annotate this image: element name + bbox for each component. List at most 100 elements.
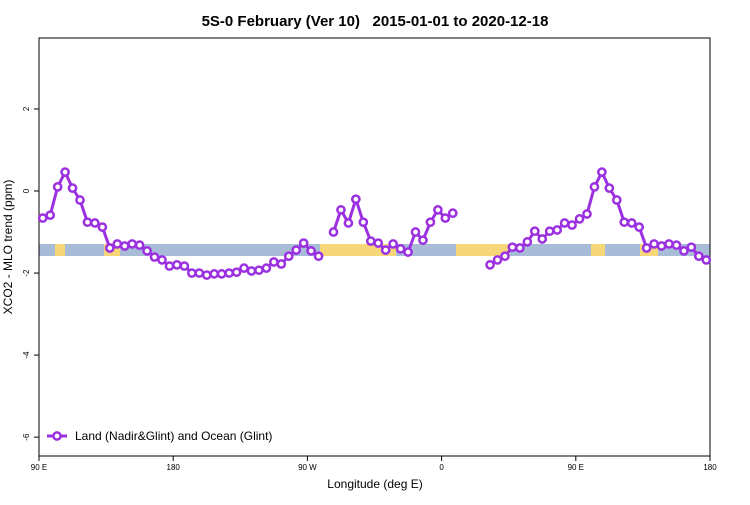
- point: [179, 261, 190, 271]
- point: [343, 218, 354, 228]
- point: [701, 255, 712, 265]
- point: [671, 240, 682, 251]
- point: [37, 213, 48, 223]
- point: [388, 239, 398, 249]
- point: [97, 222, 108, 232]
- x-tick-label: 0: [439, 463, 444, 472]
- point: [358, 217, 369, 228]
- y-tick-label: -6: [22, 433, 31, 441]
- point: [90, 218, 100, 228]
- x-tick-label: 90 W: [298, 463, 317, 472]
- y-axis-label: XCO2 - MLO trend (ppm): [1, 180, 15, 315]
- point: [246, 266, 257, 276]
- point: [611, 195, 622, 205]
- point: [619, 217, 630, 228]
- x-tick-label: 90 E: [31, 463, 47, 472]
- point: [410, 227, 421, 237]
- point: [224, 268, 234, 278]
- point: [306, 246, 316, 256]
- point: [112, 239, 123, 249]
- point: [425, 217, 436, 228]
- plot-frame: [38, 37, 711, 457]
- point: [537, 234, 548, 244]
- point: [276, 259, 287, 269]
- point: [515, 243, 525, 253]
- x-axis-label: Longitude (deg E): [327, 477, 422, 491]
- point: [604, 183, 615, 193]
- point: [127, 239, 138, 249]
- point: [172, 259, 182, 270]
- point: [186, 268, 197, 278]
- point: [328, 227, 339, 237]
- point: [164, 261, 175, 271]
- point: [418, 235, 428, 246]
- y-tick-label: -4: [22, 351, 31, 359]
- point: [239, 263, 249, 273]
- point: [373, 238, 384, 248]
- point: [209, 269, 220, 279]
- point: [433, 205, 443, 215]
- point: [82, 217, 93, 228]
- point: [75, 195, 85, 205]
- point: [552, 225, 563, 235]
- point: [500, 251, 510, 262]
- point: [626, 218, 637, 228]
- point: [45, 210, 56, 221]
- point: [403, 247, 413, 257]
- legend-marker: [52, 431, 62, 441]
- point: [149, 252, 160, 262]
- point: [254, 265, 264, 276]
- point: [656, 241, 667, 251]
- point: [544, 226, 555, 237]
- point: [336, 205, 346, 215]
- point: [216, 269, 227, 279]
- point: [157, 255, 167, 265]
- point: [664, 239, 674, 249]
- point: [231, 267, 242, 278]
- x-tick-label: 180: [703, 463, 717, 472]
- y-tick-label: -2: [22, 269, 31, 277]
- x-tick-label: 90 E: [568, 463, 584, 472]
- point: [634, 222, 645, 232]
- point: [269, 257, 279, 267]
- point: [395, 243, 406, 254]
- point: [60, 167, 70, 177]
- point: [641, 243, 652, 253]
- point: [134, 240, 145, 251]
- point: [365, 236, 376, 246]
- point: [283, 251, 294, 262]
- point: [142, 246, 152, 256]
- point: [597, 167, 607, 177]
- point: [679, 246, 689, 256]
- point: [104, 243, 115, 253]
- point: [201, 270, 212, 280]
- legend-label: Land (Nadir&Glint) and Ocean (Glint): [75, 429, 272, 443]
- point: [440, 213, 451, 223]
- point: [52, 182, 63, 192]
- point: [298, 238, 309, 248]
- point: [194, 268, 205, 278]
- x-tick-label: 180: [167, 463, 181, 472]
- point: [119, 241, 130, 251]
- point: [582, 209, 592, 219]
- point: [67, 183, 78, 193]
- point: [380, 245, 391, 255]
- point: [485, 259, 495, 270]
- point: [574, 214, 585, 224]
- point: [261, 263, 272, 273]
- point: [447, 208, 458, 219]
- point: [507, 242, 518, 253]
- point: [291, 245, 302, 255]
- y-tick-label: 0: [22, 188, 31, 193]
- point: [529, 226, 540, 237]
- chart-title: 5S-0 February (Ver 10) 2015-01-01 to 202…: [202, 13, 549, 30]
- point: [351, 194, 361, 205]
- y-tick-label: 2: [22, 106, 31, 111]
- point: [559, 218, 570, 228]
- point: [567, 220, 577, 230]
- point: [693, 251, 704, 262]
- point: [522, 237, 533, 247]
- point: [686, 242, 697, 253]
- point: [589, 182, 600, 192]
